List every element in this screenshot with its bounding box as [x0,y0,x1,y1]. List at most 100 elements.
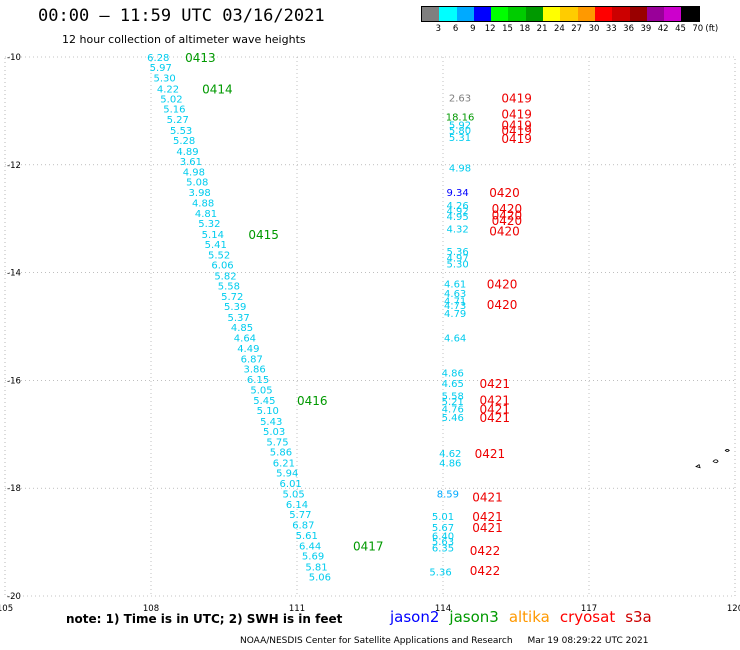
pass-time-label: 0419 [501,132,532,146]
wave-height-value: 5.69 [302,552,324,563]
legend-tick-label: 36 [623,24,635,34]
wave-height-value: 4.64 [234,333,256,344]
coastline-fragment [712,459,719,464]
legend-swatch [664,7,682,21]
legend-swatch [594,7,613,21]
pass-time-label: 0421 [472,521,503,535]
wave-height-value: 4.73 [444,301,466,312]
wave-height-value: 5.63 [432,537,454,548]
lat-tick-label: -12 [7,161,21,171]
wave-height-value: 4.26 [446,201,468,212]
legend-tick-label: 9 [470,24,476,34]
wave-height-value: 5.36 [446,247,468,258]
legend-swatch [560,7,578,21]
lon-tick-label: 111 [289,604,305,614]
pass-time-label: 0420 [492,202,523,216]
satellite-label-jason2: jason2 [390,608,440,626]
wave-height-value: 5.30 [153,73,175,84]
legend-swatch [491,7,509,21]
wave-height-value: 6.15 [247,375,269,386]
credit-timestamp: Mar 19 08:29:22 UTC 2021 [527,636,649,646]
wave-height-value: 4.95 [446,212,468,223]
legend-swatch [508,7,526,21]
lon-tick-label: 108 [143,604,159,614]
wave-height-value: 2.63 [449,93,471,104]
lon-tick-label: 117 [581,604,597,614]
wave-height-value: 5.14 [202,230,224,241]
wave-height-value: 5.67 [432,523,454,534]
wave-height-value: 4.32 [446,224,468,235]
legend-swatch [543,7,561,21]
wave-height-value: 5.82 [214,271,236,282]
legend-tick-label: 33 [605,24,617,34]
map-title: 00:00 – 11:59 UTC 03/16/2021 [38,6,325,26]
wave-height-value: 4.86 [442,368,464,379]
wave-height-value: 5.28 [173,136,195,147]
wave-height-value: 6.87 [292,520,314,531]
wave-height-value: 5.43 [260,417,282,428]
footer-note: note: 1) Time is in UTC; 2) SWH is in fe… [66,612,343,626]
wave-height-value: 5.80 [449,126,471,137]
wave-height-value: 8.59 [437,490,459,501]
satellite-label-s3a: s3a [625,608,652,626]
wave-height-value: 4.98 [183,167,205,178]
pass-time-label: 0413 [185,51,216,65]
wave-height-value: 4.86 [439,458,461,469]
wave-height-value: 5.92 [449,120,471,131]
wave-height-value: 5.52 [208,250,230,261]
wave-height-value: 5.30 [446,259,468,270]
satellite-label-altika: altika [508,608,550,626]
legend-swatch [646,7,665,21]
pass-time-label: 0421 [472,490,503,504]
pass-time-label: 0420 [487,298,518,312]
wave-height-value: 5.05 [250,386,272,397]
wave-height-value: 3.61 [180,157,202,168]
wave-height-value: 5.36 [429,568,451,579]
wave-height-value: 4.63 [444,289,466,300]
lat-tick-label: -16 [7,376,21,386]
pass-time-label: 0419 [501,118,532,132]
map-subtitle: 12 hour collection of altimeter wave hei… [62,33,306,46]
wave-height-value: 4.71 [444,297,466,308]
wave-height-value: 4.81 [195,209,217,220]
wave-height-value: 4.22 [157,84,179,95]
wave-height-value: 6.40 [432,532,454,543]
legend-tick-label: 45 [675,24,686,34]
pass-time-label: 0421 [480,411,511,425]
wave-height-value: 5.02 [160,95,182,106]
satellite-legend: jason2 jason3 altika cryosat s3a [390,608,662,626]
wave-height-value: 4.92 [446,207,468,218]
legend-tick-label: 6 [452,24,459,34]
lon-tick-label: 114 [435,604,451,614]
wave-height-value: 6.35 [432,543,454,554]
lon-tick-label: 120 [727,604,740,614]
wave-height-value: 6.14 [286,500,308,511]
pass-time-label: 0417 [353,539,384,553]
pass-time-label: 0422 [470,544,501,558]
pass-time-label: 0419 [501,108,532,122]
wave-height-value: 4.79 [444,309,466,320]
satellite-label-cryosat: cryosat [559,608,616,626]
pass-time-label: 0421 [480,402,511,416]
wave-height-value: 5.05 [282,490,304,501]
wave-height-value: 5.45 [253,396,275,407]
wave-height-value: 4.76 [442,404,464,415]
legend-swatch [439,7,457,21]
wave-height-value: 6.87 [241,354,263,365]
legend-unit: (ft) [705,24,719,34]
lat-tick-label: -18 [7,484,21,494]
legend-tick-label: 24 [553,24,565,34]
pass-time-label: 0421 [480,377,511,391]
legend-tick-label: 42 [657,24,669,34]
legend-tick-label: 3 [435,24,442,34]
legend-color-bar [421,6,700,22]
legend-tick-label: 27 [571,24,583,34]
pass-time-label: 0421 [475,447,506,461]
wave-height-value: 4.49 [237,344,259,355]
legend-tick-label: 70 [692,24,704,34]
legend-swatch [525,7,544,21]
wave-height-value: 3.86 [244,365,266,376]
wave-height-value: 9.34 [446,188,468,199]
wave-height-value: 5.46 [442,413,464,424]
